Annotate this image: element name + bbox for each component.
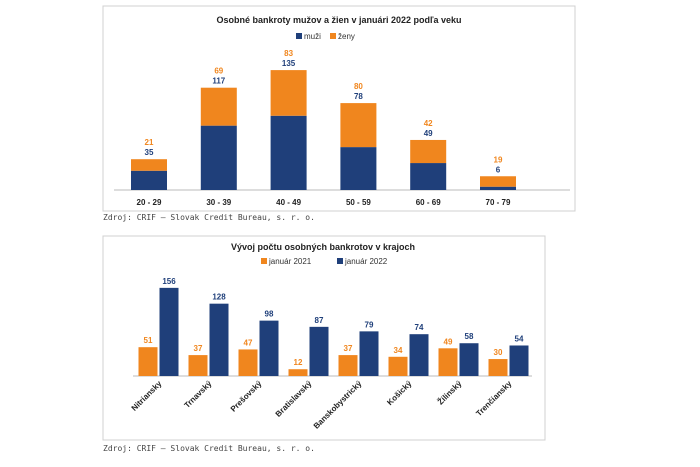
data-label-2022: 79 (365, 320, 374, 329)
bar-muzi (340, 147, 377, 190)
bar-2021 (388, 356, 408, 376)
chart2-title: Vývoj počtu osobných bankrotov v krajoch (231, 242, 415, 252)
data-label-2021: 37 (194, 344, 203, 353)
data-label-2021: 47 (244, 338, 253, 347)
bar-zeny (270, 70, 307, 116)
bar-muzi (480, 186, 516, 190)
legend-label-2022: január 2022 (344, 257, 388, 266)
chart1-source: Zdroj: CRIF – Slovak Credit Bureau, s. r… (103, 213, 315, 222)
bar-2022 (309, 326, 329, 376)
bar-2021 (188, 355, 208, 376)
bar-zeny (340, 103, 377, 148)
bar-2021 (238, 349, 258, 376)
data-label-muzi: 78 (354, 92, 363, 101)
data-label-2021: 49 (444, 337, 453, 346)
bar-muzi (200, 125, 237, 190)
bar-2022 (359, 331, 379, 376)
data-label-zeny: 80 (354, 82, 363, 91)
x-tick-label: 60 - 69 (416, 198, 441, 207)
data-label-zeny: 19 (494, 155, 503, 164)
data-label-2022: 58 (465, 332, 474, 341)
bar-2022 (259, 320, 279, 376)
bar-2022 (509, 345, 529, 376)
legend-label-zeny: ženy (338, 32, 355, 41)
data-label-muzi: 49 (424, 129, 433, 138)
bar-2021 (488, 359, 508, 376)
chart2-source: Zdroj: CRIF – Slovak Credit Bureau, s. r… (103, 444, 315, 453)
x-tick-label: 20 - 29 (137, 198, 162, 207)
bar-zeny (480, 176, 516, 187)
data-label-muzi: 6 (496, 165, 501, 174)
bar-2022 (209, 303, 229, 376)
data-label-2021: 30 (494, 348, 503, 357)
data-label-2021: 34 (394, 346, 403, 355)
legend-swatch-muzi (296, 33, 302, 39)
bar-muzi (131, 170, 167, 190)
data-label-zeny: 83 (284, 49, 293, 58)
legend-swatch-2021 (261, 258, 267, 264)
bar-2021 (438, 348, 458, 376)
data-label-muzi: 135 (282, 59, 296, 68)
data-label-zeny: 21 (145, 138, 154, 147)
legend-label-2021: január 2021 (268, 257, 312, 266)
bar-2021 (288, 369, 308, 376)
x-tick-label: 30 - 39 (206, 198, 231, 207)
x-tick-label: 40 - 49 (276, 198, 301, 207)
bar-muzi (270, 115, 307, 190)
bar-zeny (200, 87, 237, 126)
data-label-2021: 12 (294, 358, 303, 367)
data-label-zeny: 69 (214, 67, 223, 76)
data-label-2021: 51 (144, 336, 153, 345)
chart1-title: Osobné bankroty mužov a žien v januári 2… (216, 15, 461, 25)
data-label-2022: 54 (515, 334, 524, 343)
bar-2022 (459, 343, 479, 376)
data-label-zeny: 42 (424, 119, 433, 128)
bar-2021 (138, 347, 158, 376)
legend-swatch-zeny (330, 33, 336, 39)
data-label-2022: 74 (415, 323, 424, 332)
legend-swatch-2022 (337, 258, 343, 264)
bar-muzi (410, 163, 447, 190)
bar-2021 (338, 355, 358, 376)
data-label-2022: 87 (315, 316, 324, 325)
data-label-2022: 128 (212, 293, 226, 302)
bar-2022 (409, 334, 429, 376)
x-tick-label: 50 - 59 (346, 198, 371, 207)
bar-zeny (410, 139, 447, 164)
data-label-2022: 98 (265, 310, 274, 319)
data-label-muzi: 117 (212, 77, 225, 86)
legend-label-muzi: muži (304, 32, 321, 41)
data-label-muzi: 35 (145, 148, 154, 157)
x-tick-label: 70 - 79 (486, 198, 511, 207)
data-label-2021: 37 (344, 344, 353, 353)
data-label-2022: 156 (162, 277, 176, 286)
bar-zeny (131, 159, 167, 171)
bar-2022 (159, 287, 179, 376)
